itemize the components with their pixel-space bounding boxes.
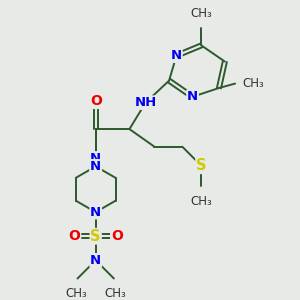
Text: N: N [90,206,101,219]
Text: O: O [69,229,80,243]
Text: NH: NH [134,96,157,109]
Text: N: N [90,152,101,165]
Text: S: S [90,229,101,244]
Text: S: S [196,158,207,173]
Text: O: O [111,229,123,243]
Text: N: N [171,49,182,62]
Text: CH₃: CH₃ [65,287,87,300]
Text: CH₃: CH₃ [190,194,212,208]
Text: N: N [187,90,198,103]
Text: CH₃: CH₃ [104,287,126,300]
Text: N: N [90,160,101,173]
Text: O: O [90,94,102,108]
Text: N: N [90,254,101,267]
Text: N: N [90,160,101,173]
Text: CH₃: CH₃ [190,7,212,20]
Text: CH₃: CH₃ [242,77,264,90]
